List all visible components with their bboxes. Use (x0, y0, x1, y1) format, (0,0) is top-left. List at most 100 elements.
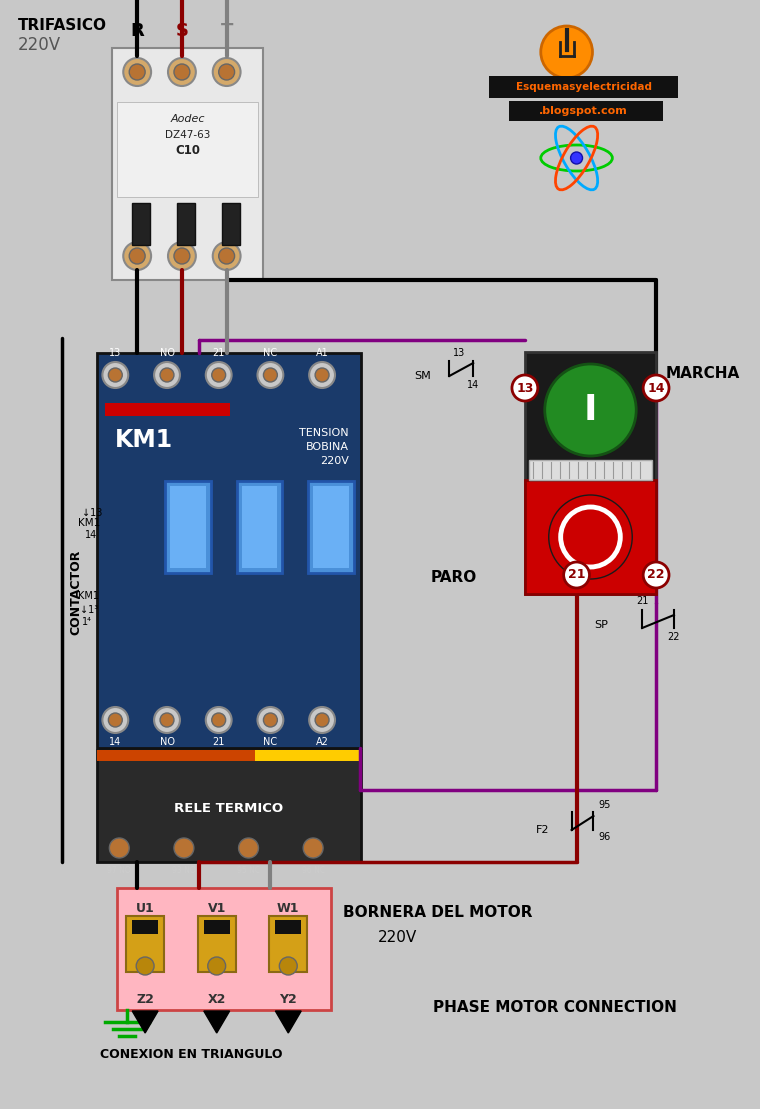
Text: 220V: 220V (378, 930, 417, 945)
Circle shape (103, 362, 128, 388)
Text: SP: SP (594, 620, 608, 630)
Text: Y2: Y2 (280, 993, 297, 1006)
Text: CONTACTOR: CONTACTOR (70, 549, 83, 634)
FancyBboxPatch shape (509, 101, 663, 121)
Circle shape (129, 64, 145, 80)
Circle shape (258, 708, 283, 733)
Text: A2: A2 (315, 737, 328, 747)
Polygon shape (275, 1011, 301, 1032)
FancyBboxPatch shape (106, 403, 230, 416)
FancyBboxPatch shape (489, 77, 678, 98)
Text: F2: F2 (537, 825, 549, 835)
Text: NC: NC (263, 737, 277, 747)
Text: ↓13: ↓13 (81, 508, 102, 518)
FancyBboxPatch shape (165, 481, 211, 573)
FancyBboxPatch shape (269, 916, 307, 971)
Polygon shape (132, 1011, 158, 1032)
Text: BORNERA DEL MOTOR: BORNERA DEL MOTOR (343, 905, 533, 920)
Text: 21: 21 (636, 596, 648, 606)
FancyBboxPatch shape (117, 888, 331, 1010)
Circle shape (123, 242, 151, 269)
FancyBboxPatch shape (255, 750, 361, 761)
Circle shape (219, 248, 235, 264)
Text: ↓1³: ↓1³ (80, 606, 98, 615)
Circle shape (280, 957, 297, 975)
FancyBboxPatch shape (204, 920, 230, 934)
Text: PARO: PARO (430, 570, 477, 586)
FancyBboxPatch shape (236, 481, 282, 573)
FancyBboxPatch shape (117, 102, 258, 197)
Circle shape (109, 838, 129, 858)
FancyBboxPatch shape (529, 460, 652, 480)
Text: .blogspot.com: .blogspot.com (539, 106, 628, 116)
FancyBboxPatch shape (525, 352, 656, 594)
Text: 22: 22 (668, 632, 680, 642)
Circle shape (315, 713, 329, 728)
Text: TENSION
BOBINA
220V: TENSION BOBINA 220V (299, 428, 349, 466)
Text: NO: NO (160, 348, 175, 358)
Text: 96: 96 (598, 832, 611, 842)
Text: 13: 13 (516, 381, 534, 395)
Text: 13: 13 (453, 348, 466, 358)
Circle shape (212, 368, 226, 381)
Text: I: I (584, 393, 597, 427)
Text: 21: 21 (213, 737, 225, 747)
Circle shape (174, 248, 190, 264)
FancyBboxPatch shape (170, 486, 206, 568)
Circle shape (168, 242, 196, 269)
Text: 96 NC: 96 NC (302, 866, 325, 875)
Circle shape (168, 58, 196, 87)
Text: 14: 14 (84, 530, 97, 540)
Circle shape (109, 713, 122, 728)
Text: 14: 14 (109, 737, 122, 747)
Circle shape (206, 708, 232, 733)
Circle shape (136, 957, 154, 975)
Text: A1: A1 (315, 348, 328, 358)
Text: 1⁴: 1⁴ (81, 617, 91, 627)
FancyBboxPatch shape (313, 486, 349, 568)
Text: PHASE MOTOR CONNECTION: PHASE MOTOR CONNECTION (432, 1000, 676, 1015)
Circle shape (643, 375, 669, 401)
Text: Z2: Z2 (136, 993, 154, 1006)
FancyBboxPatch shape (242, 486, 277, 568)
Circle shape (129, 248, 145, 264)
Circle shape (309, 708, 335, 733)
FancyBboxPatch shape (198, 916, 236, 971)
Text: NC: NC (263, 348, 277, 358)
Circle shape (212, 713, 226, 728)
Text: W1: W1 (277, 902, 299, 915)
Circle shape (258, 362, 283, 388)
Circle shape (207, 957, 226, 975)
Circle shape (154, 362, 180, 388)
Text: DZ47-63: DZ47-63 (165, 130, 211, 140)
Circle shape (219, 64, 235, 80)
Circle shape (123, 58, 151, 87)
Circle shape (103, 708, 128, 733)
Text: MARCHA: MARCHA (666, 366, 740, 381)
Text: Esquemasyelectricidad: Esquemasyelectricidad (515, 82, 651, 92)
FancyBboxPatch shape (525, 480, 656, 594)
Text: 21: 21 (213, 348, 225, 358)
Circle shape (154, 708, 180, 733)
Circle shape (541, 26, 593, 78)
FancyBboxPatch shape (177, 203, 195, 245)
Polygon shape (204, 1011, 230, 1032)
Text: TRIFASICO: TRIFASICO (18, 18, 107, 33)
Circle shape (160, 713, 174, 728)
Circle shape (315, 368, 329, 381)
Text: 14: 14 (467, 380, 480, 390)
Text: KM1: KM1 (116, 428, 173, 452)
Text: 13: 13 (109, 348, 122, 358)
FancyBboxPatch shape (132, 203, 150, 245)
Circle shape (264, 713, 277, 728)
FancyBboxPatch shape (308, 481, 354, 573)
Text: 95 NC: 95 NC (237, 866, 260, 875)
Circle shape (571, 152, 582, 164)
FancyBboxPatch shape (132, 920, 158, 934)
Text: 22: 22 (648, 569, 665, 581)
Circle shape (303, 838, 323, 858)
Text: RELE TERMICO: RELE TERMICO (174, 802, 283, 814)
Text: CONEXION EN TRIANGULO: CONEXION EN TRIANGULO (100, 1048, 282, 1061)
Circle shape (549, 495, 632, 579)
Text: Aodec: Aodec (171, 114, 205, 124)
